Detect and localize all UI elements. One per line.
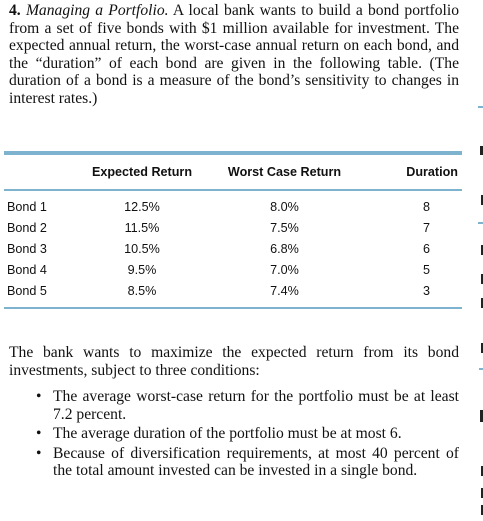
expected-return-cell: 11.5% xyxy=(124,220,160,235)
bond-table: Expected Return Worst Case Return Durati… xyxy=(4,151,462,309)
condition-text: Because of diversification requirements,… xyxy=(53,444,459,480)
edge-fragment xyxy=(481,195,483,205)
problem-number: 4. xyxy=(9,2,21,19)
duration-cell: 7 xyxy=(422,220,430,235)
expected-return-cell: 9.5% xyxy=(127,262,157,277)
condition-item: • The average worst-case return for the p… xyxy=(36,388,459,423)
edge-fragment xyxy=(479,368,483,370)
bond-name-cell: Bond 2 xyxy=(7,220,47,235)
condition-text: The average duration of the portfolio mu… xyxy=(53,425,402,443)
table-row: Bond 3 10.5% 6.8% 6 xyxy=(4,238,462,259)
edge-fragment xyxy=(478,222,483,224)
edge-fragment xyxy=(481,274,483,284)
duration-cell: 3 xyxy=(422,283,430,298)
conditions-list: • The average worst-case return for the p… xyxy=(36,388,459,482)
edge-fragment xyxy=(478,106,483,108)
bond-name-cell: Bond 4 xyxy=(7,262,47,277)
header-duration: Duration xyxy=(406,165,458,179)
duration-cell: 5 xyxy=(422,262,430,277)
edge-fragment xyxy=(481,505,483,515)
edge-fragment xyxy=(481,245,483,255)
edge-fragment xyxy=(481,488,483,498)
problem-statement: 4. Managing a Portfolio. A local bank wa… xyxy=(9,2,459,108)
condition-text: The average worst-case return for the po… xyxy=(53,388,459,423)
bond-name-cell: Bond 1 xyxy=(7,199,47,214)
condition-item: • Because of diversification requirements… xyxy=(36,445,459,480)
duration-cell: 6 xyxy=(422,241,430,256)
header-bond xyxy=(4,155,87,189)
worst-case-return-cell: 7.5% xyxy=(270,220,299,235)
problem-title: Managing a Portfolio. xyxy=(25,2,169,19)
expected-return-cell: 12.5% xyxy=(124,199,160,214)
header-worst-case-return: Worst Case Return xyxy=(227,165,342,179)
worst-case-return-cell: 7.0% xyxy=(270,262,299,277)
header-expected-return: Expected Return xyxy=(91,165,193,179)
bullet-icon: • xyxy=(36,425,42,443)
table-top-rule xyxy=(4,151,462,155)
table-row: Bond 2 11.5% 7.5% 7 xyxy=(4,217,462,238)
edge-fragment xyxy=(481,343,483,353)
worst-case-return-cell: 7.4% xyxy=(270,283,299,298)
worst-case-return-cell: 6.8% xyxy=(270,241,299,256)
table-header-row: Expected Return Worst Case Return Durati… xyxy=(4,155,462,189)
condition-item: • The average duration of the portfolio m… xyxy=(36,425,459,443)
edge-fragment xyxy=(480,410,483,422)
table-header-rule xyxy=(4,189,462,191)
expected-return-cell: 8.5% xyxy=(127,283,157,298)
table-bottom-rule xyxy=(4,307,462,309)
expected-return-cell: 10.5% xyxy=(124,241,160,256)
bond-name-cell: Bond 5 xyxy=(7,283,47,298)
bond-name-cell: Bond 3 xyxy=(7,241,47,256)
bullet-icon: • xyxy=(36,444,42,462)
worst-case-return-cell: 8.0% xyxy=(270,199,299,214)
table-row: Bond 5 8.5% 7.4% 3 xyxy=(4,280,462,307)
edge-fragment xyxy=(481,298,483,308)
edge-fragment xyxy=(480,146,483,155)
edge-fragment xyxy=(481,466,483,476)
table-row: Bond 1 12.5% 8.0% 8 xyxy=(4,191,462,217)
duration-cell: 8 xyxy=(422,199,430,214)
problem-text: A local bank wants to build a bond portf… xyxy=(9,2,459,107)
conditions-intro: The bank wants to maximize the expected … xyxy=(9,344,459,379)
bullet-icon: • xyxy=(36,388,42,405)
table-row: Bond 4 9.5% 7.0% 5 xyxy=(4,259,462,280)
